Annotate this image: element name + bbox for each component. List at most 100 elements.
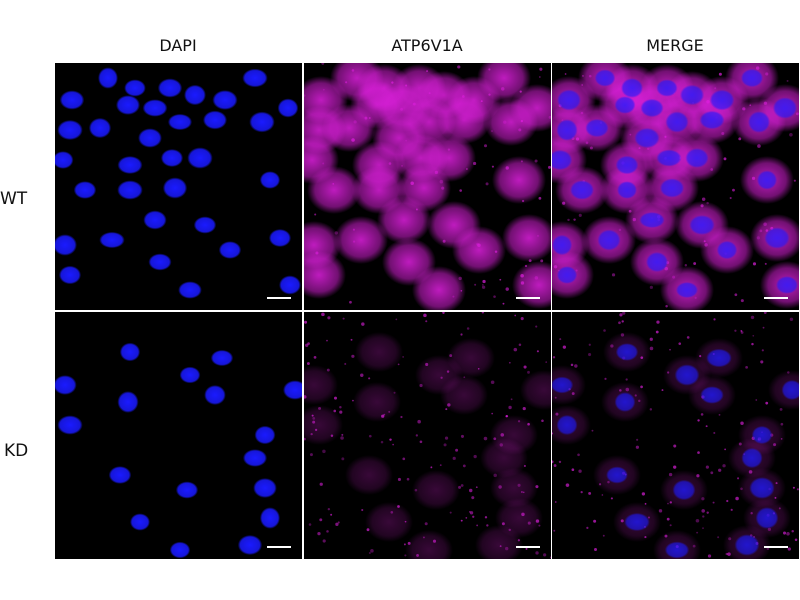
signal-speckle <box>538 524 541 527</box>
micrograph-kd-atp <box>304 312 551 559</box>
signal-speckle <box>535 519 540 523</box>
signal-speckle <box>306 362 310 365</box>
nucleus <box>282 380 302 400</box>
nucleus <box>634 127 660 149</box>
signal-speckle <box>460 434 464 438</box>
signal-speckle <box>607 480 610 484</box>
signal-speckle <box>603 329 606 332</box>
nucleus <box>556 119 578 141</box>
signal-speckle <box>361 322 365 326</box>
signal-speckle <box>473 454 477 459</box>
signal-speckle <box>439 179 444 184</box>
signal-speckle <box>397 363 400 366</box>
signal-speckle <box>667 371 670 374</box>
signal-speckle <box>763 101 768 105</box>
signal-speckle <box>518 343 522 346</box>
signal-speckle <box>629 133 632 136</box>
signal-speckle <box>447 403 451 407</box>
signal-speckle <box>644 502 647 505</box>
nucleus <box>187 147 213 169</box>
signal-speckle <box>305 343 309 347</box>
signal-speckle <box>499 545 502 548</box>
nucleus <box>242 68 268 88</box>
signal-speckle <box>304 320 308 324</box>
signal-speckle <box>466 327 470 330</box>
signal-speckle <box>425 320 428 323</box>
signal-speckle <box>483 144 488 148</box>
nucleus <box>115 95 141 115</box>
nucleus <box>699 110 725 130</box>
signal-speckle <box>793 179 796 182</box>
signal-speckle <box>545 361 548 363</box>
signal-speckle <box>581 84 584 86</box>
signal-speckle <box>304 94 306 97</box>
signal-speckle <box>498 485 502 489</box>
signal-speckle <box>673 444 677 448</box>
signal-speckle <box>452 456 456 460</box>
signal-speckle <box>500 433 505 437</box>
signal-speckle <box>389 438 392 441</box>
signal-speckle <box>610 497 613 500</box>
signal-speckle <box>610 344 614 348</box>
signal-speckle <box>669 501 672 504</box>
nucleus <box>279 275 301 295</box>
signal-speckle <box>465 517 468 519</box>
signal-speckle <box>462 95 465 98</box>
signal-speckle <box>434 170 439 175</box>
nucleus <box>664 541 690 559</box>
signal-speckle <box>460 289 463 292</box>
signal-speckle <box>562 345 567 349</box>
nucleus <box>615 343 639 361</box>
signal-speckle <box>508 405 512 410</box>
signal-speckle <box>620 519 624 523</box>
nucleus <box>645 251 669 273</box>
signal-speckle <box>525 547 528 550</box>
signal-speckle <box>638 399 641 403</box>
signal-speckle <box>388 162 392 165</box>
signal-speckle <box>322 539 326 543</box>
signal-speckle <box>773 443 777 447</box>
signal-speckle <box>555 412 559 416</box>
signal-speckle <box>792 486 795 489</box>
signal-speckle <box>426 70 428 72</box>
cell-cytoplasm-signal <box>502 214 551 262</box>
signal-speckle <box>700 413 704 416</box>
signal-speckle <box>734 293 738 297</box>
signal-speckle <box>430 466 433 469</box>
signal-speckle <box>501 87 505 91</box>
signal-speckle <box>481 312 484 314</box>
nucleus <box>97 67 119 89</box>
signal-speckle <box>580 111 584 115</box>
nucleus <box>253 478 277 498</box>
signal-speckle <box>476 242 479 246</box>
nucleus <box>734 534 760 556</box>
signal-speckle <box>351 138 355 142</box>
nucleus <box>124 79 146 97</box>
cell-cytoplasm-signal <box>480 438 528 478</box>
nucleus <box>169 541 191 559</box>
nucleus <box>55 234 77 256</box>
signal-speckle <box>404 554 407 557</box>
nucleus <box>556 414 578 436</box>
signal-speckle <box>440 376 443 379</box>
signal-speckle <box>410 181 414 186</box>
signal-speckle <box>471 496 475 500</box>
signal-speckle <box>314 428 318 432</box>
signal-speckle <box>604 377 607 380</box>
nucleus <box>679 84 705 106</box>
signal-speckle <box>380 440 384 444</box>
nucleus <box>606 466 628 484</box>
signal-speckle <box>728 537 732 541</box>
signal-speckle <box>625 378 628 381</box>
cell-cytoplasm-signal <box>377 196 431 244</box>
cell-cytoplasm-signal <box>447 76 501 124</box>
signal-speckle <box>326 339 328 342</box>
cell-cytoplasm-signal <box>512 261 551 309</box>
nucleus <box>656 149 682 167</box>
signal-speckle <box>517 483 521 487</box>
signal-speckle <box>552 460 554 464</box>
signal-speckle <box>397 505 400 508</box>
signal-speckle <box>765 72 769 76</box>
cell-cytoplasm-signal <box>412 470 460 510</box>
signal-speckle <box>780 422 784 426</box>
